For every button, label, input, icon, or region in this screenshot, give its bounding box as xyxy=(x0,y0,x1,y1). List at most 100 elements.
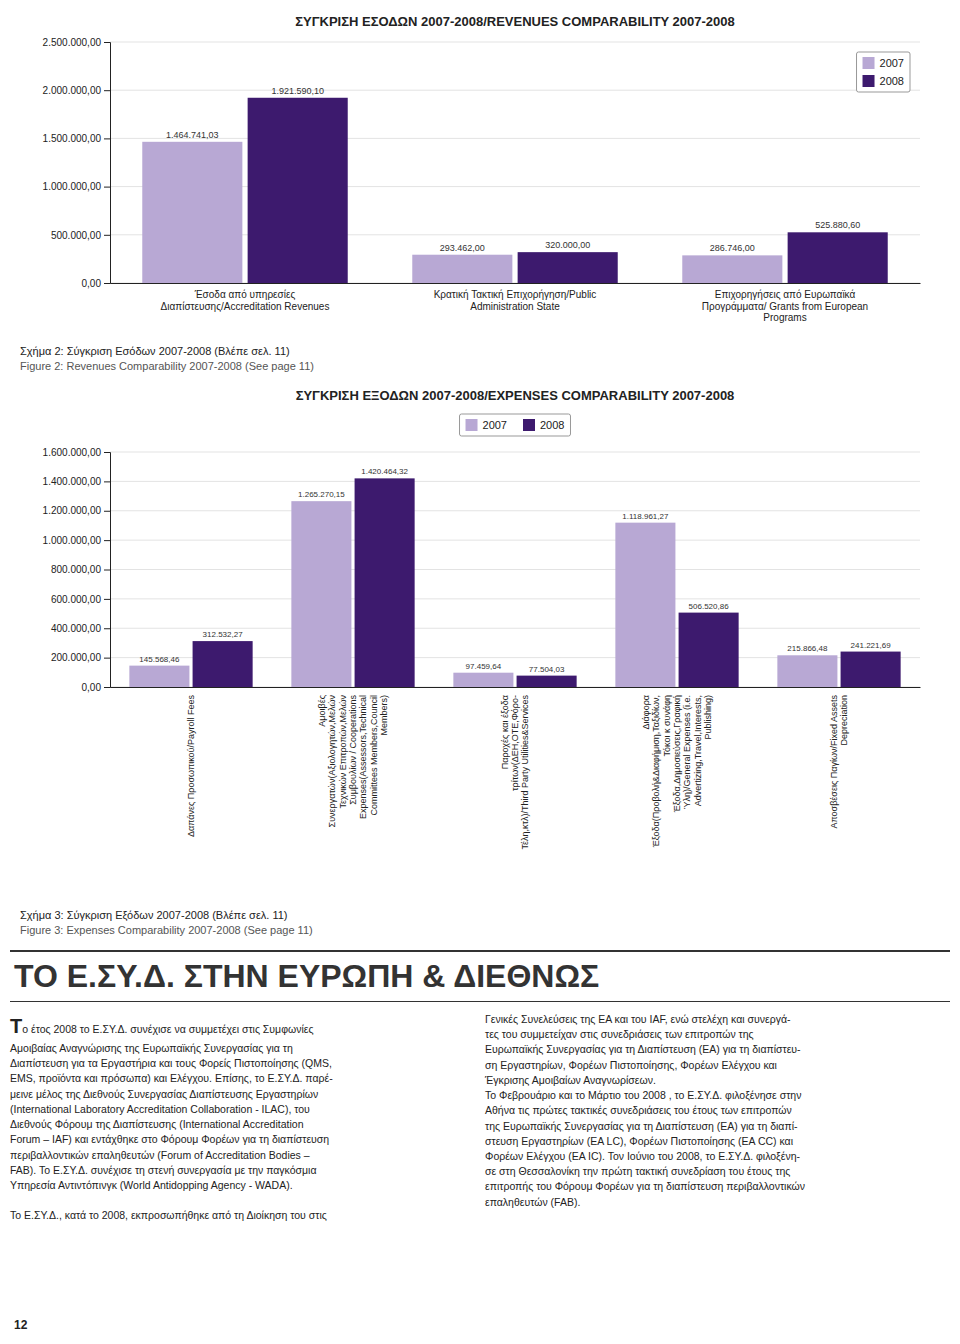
bar-series xyxy=(129,501,837,687)
x-tick-label: ΔιάφοραΈξοδα(Προβολή&Διαφήμιση,Ταξιδίων,… xyxy=(641,695,713,848)
chart: ΣΥΓΚΡΙΣΗ ΕΣΟΔΩΝ 2007-2008/REVENUES COMPA… xyxy=(20,8,940,338)
x-tick: Δαπάνες Προσωπικού/Payroll Fees xyxy=(186,695,196,837)
y-tick-mark xyxy=(104,452,110,453)
text-line: Administration State xyxy=(470,301,560,312)
bar xyxy=(142,142,242,283)
y-tick-mark xyxy=(104,687,110,688)
text-line: Depreciation xyxy=(839,695,849,746)
x-tick-label: Έσοδα από υπηρεσίεςΔιαπίστευσης/Accredit… xyxy=(161,289,330,312)
y-tick-mark xyxy=(104,570,110,571)
bar xyxy=(193,641,253,687)
data-label: 286.746,00 xyxy=(710,243,755,253)
y-tick: 1.500.000,00 xyxy=(43,133,110,144)
bar xyxy=(679,613,739,687)
data-labels: 1.464.741,03293.462,00286.746,001.921.59… xyxy=(166,86,860,254)
grid-line xyxy=(110,42,920,43)
text-line: Διαπίστευσης/Accreditation Revenues xyxy=(161,301,330,312)
y-tick-mark xyxy=(104,90,110,91)
grid xyxy=(110,42,920,283)
data-label: 1.464.741,03 xyxy=(166,130,219,140)
chart: ΣΥΓΚΡΙΣΗ ΕΞΟΔΩΝ 2007-2008/EXPENSES COMPA… xyxy=(20,382,940,902)
legend-item: 2007 xyxy=(466,419,507,431)
bar xyxy=(453,673,513,687)
grid-line xyxy=(110,138,920,139)
bar xyxy=(291,501,351,687)
data-label: 1.118.961,27 xyxy=(622,512,669,521)
bars xyxy=(142,98,887,283)
data-label: 97.459,64 xyxy=(466,662,502,671)
text-line: Τέλη,κτλ)/Third Party Utilities&Services xyxy=(520,695,530,850)
y-tick-mark xyxy=(104,628,110,629)
y-tick-label: 2.000.000,00 xyxy=(43,85,102,96)
text-line: Τόκοι κ συνάφη xyxy=(662,695,672,756)
data-label: 312.532,27 xyxy=(203,630,244,639)
caption: Σχήμα 2: Σύγκριση Εσόδων 2007-2008 (Βλέπ… xyxy=(20,344,960,374)
y-tick-label: 1.000.000,00 xyxy=(43,181,102,192)
x-axis: Δαπάνες Προσωπικού/Payroll FeesΑμοιβέςΣυ… xyxy=(111,688,921,850)
y-tick-label: 1.600.000,00 xyxy=(43,447,102,458)
x-axis-line xyxy=(111,283,921,284)
bar xyxy=(517,676,577,687)
bar xyxy=(615,523,675,687)
data-label: 77.504,03 xyxy=(529,665,565,674)
y-tick-label: 1.000.000,00 xyxy=(43,535,102,546)
x-tick-label: Παροχές και έξοδατρίτων(ΔΕΗ,ΟΤΕ,Φόρο-Τέλ… xyxy=(500,695,531,850)
grid-line xyxy=(110,90,920,91)
data-label: 506.520,86 xyxy=(689,602,730,611)
y-axis: 0,00500.000,001.000.000,001.500.000,002.… xyxy=(43,37,111,289)
legend-label: 2008 xyxy=(540,419,564,431)
legend: 2007 2008 xyxy=(460,414,571,436)
x-tick: Κρατική Τακτική Επιχορήγηση/PublicAdmini… xyxy=(434,289,597,312)
legend-frame xyxy=(857,52,910,92)
y-tick: 1.000.000,00 xyxy=(43,181,110,192)
bar xyxy=(518,252,618,283)
legend-swatch xyxy=(466,419,478,431)
bar-series xyxy=(248,98,888,283)
y-tick-mark xyxy=(104,138,110,139)
drop-cap: T xyxy=(10,1015,22,1037)
body-paragraph: ο έτος 2008 το Ε.ΣΥ.Δ. συνέχισε να συμμε… xyxy=(10,1023,333,1221)
text-line: Έσοδα από υπηρεσίες xyxy=(194,289,296,300)
legend-item: 2007 xyxy=(863,57,904,69)
x-axis-line xyxy=(111,687,921,688)
y-tick-label: 0,00 xyxy=(82,278,102,289)
bar-series xyxy=(193,478,901,687)
bar xyxy=(129,666,189,687)
page-number: 12 xyxy=(14,1318,27,1332)
y-tick-label: 1.500.000,00 xyxy=(43,133,102,144)
grid xyxy=(110,452,920,687)
grid-line xyxy=(110,481,920,482)
bar xyxy=(248,98,348,283)
y-tick: 1.400.000,00 xyxy=(43,476,110,487)
y-tick-mark xyxy=(104,540,110,541)
text-line: τρίτων(ΔΕΗ,ΟΤΕ,Φόρο- xyxy=(510,695,520,791)
x-tick-label: Κρατική Τακτική Επιχορήγηση/PublicAdmini… xyxy=(434,289,597,312)
y-tick: 1.600.000,00 xyxy=(43,447,110,458)
y-tick: 1.000.000,00 xyxy=(43,535,110,546)
x-tick: Έσοδα από υπηρεσίεςΔιαπίστευσης/Accredit… xyxy=(161,289,330,312)
bar xyxy=(841,652,901,687)
y-tick-mark xyxy=(104,481,110,482)
data-label: 145.568,46 xyxy=(139,655,180,664)
legend-swatch xyxy=(523,419,535,431)
caption-line: Figure 3: Expenses Comparability 2007-20… xyxy=(20,923,960,938)
data-label: 1.420.464,32 xyxy=(361,467,408,476)
y-tick-mark xyxy=(104,599,110,600)
x-tick: Επιχορηγήσεις από ΕυρωπαϊκάΠρογράμματα/ … xyxy=(702,289,868,323)
text-line: Programs xyxy=(763,312,806,323)
plot-area: 0,00500.000,001.000.000,001.500.000,002.… xyxy=(43,37,921,323)
x-tick-label: Επιχορηγήσεις από ΕυρωπαϊκάΠρογράμματα/ … xyxy=(702,289,868,323)
y-tick: 200.000,00 xyxy=(51,652,110,663)
legend-swatch xyxy=(863,57,875,69)
bar xyxy=(777,655,837,687)
grid-line xyxy=(110,598,920,599)
text-line: Επιχορηγήσεις από Ευρωπαϊκά xyxy=(715,289,856,300)
chart-title: ΣΥΓΚΡΙΣΗ ΕΣΟΔΩΝ 2007-2008/REVENUES COMPA… xyxy=(295,14,735,29)
y-tick-label: 2.500.000,00 xyxy=(43,37,102,48)
y-tick: 800.000,00 xyxy=(51,564,110,575)
text-line: Αποσβέσεις Παγίων/Fixed Assets xyxy=(829,695,839,829)
data-label: 293.462,00 xyxy=(440,243,485,253)
x-tick: Αποσβέσεις Παγίων/Fixed AssetsDepreciati… xyxy=(829,695,849,829)
y-axis-line xyxy=(104,453,111,688)
caption-line: Figure 2: Revenues Comparability 2007-20… xyxy=(20,359,960,374)
